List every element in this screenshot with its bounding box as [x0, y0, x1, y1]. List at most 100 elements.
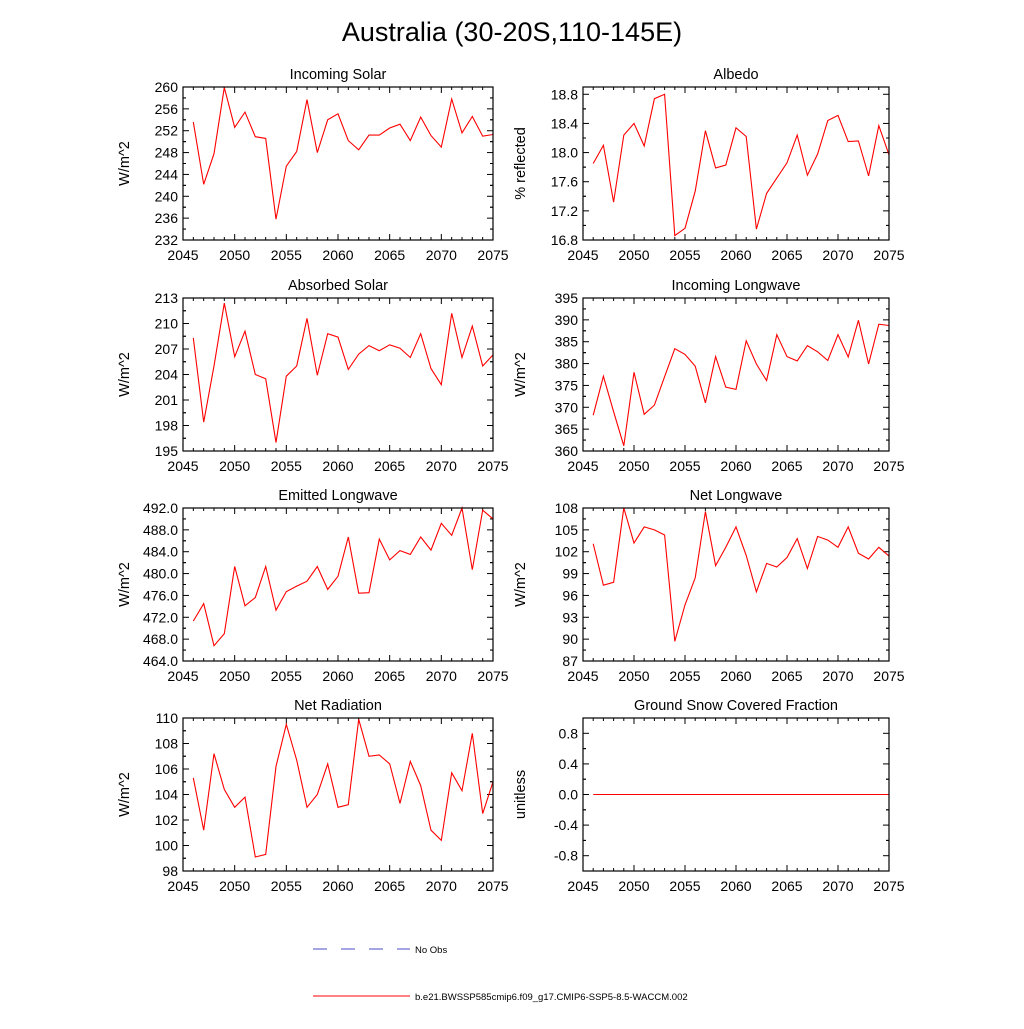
- x-tick-label: 2045: [567, 247, 598, 263]
- plot-frame: [582, 507, 890, 662]
- y-tick-label: 87: [562, 653, 578, 669]
- y-tick-label: 106: [155, 761, 179, 777]
- x-tick-label: 2075: [873, 668, 904, 684]
- y-axis-label: W/m^2: [513, 352, 529, 397]
- panel-3: Absorbed Solar W/m^2 2045 2050 2055 2060 2065 2…: [117, 278, 509, 474]
- y-tick-label: 16.8: [551, 232, 578, 248]
- y-tick-label: 0.4: [559, 756, 579, 772]
- y-tick-label: 375: [555, 377, 579, 393]
- y-tick-label: 365: [555, 421, 579, 437]
- series-line: [592, 320, 890, 446]
- x-tick-label: 2045: [167, 878, 198, 894]
- panel-7: Net Radiation W/m^2 2045 2050 2055 2060 2065 20…: [117, 698, 509, 894]
- x-tick-label: 2065: [771, 668, 802, 684]
- y-tick-label: 240: [155, 188, 179, 204]
- y-tick-label: 99: [562, 566, 578, 582]
- x-tick-label: 2050: [219, 878, 250, 894]
- y-tick-label: 210: [155, 316, 179, 332]
- x-tick-label: 2055: [271, 878, 302, 894]
- y-tick-label: 201: [155, 392, 179, 408]
- plot-frame: [182, 297, 494, 452]
- y-tick-label: 480.0: [143, 566, 178, 582]
- y-tick-label: 464.0: [143, 653, 178, 669]
- x-tick-label: 2070: [426, 458, 457, 474]
- y-tick-label: -0.4: [554, 817, 578, 833]
- x-tick-label: 2045: [167, 247, 198, 263]
- x-tick-label: 2075: [477, 668, 508, 684]
- y-tick-label: 360: [555, 443, 579, 459]
- y-tick-label: 468.0: [143, 631, 178, 647]
- y-tick-label: 248: [155, 145, 179, 161]
- y-tick-label: 236: [155, 210, 179, 226]
- panel-2: Albedo % reflected 2045 2050 2055 2060 2065 207…: [513, 67, 905, 263]
- x-tick-label: 2055: [271, 458, 302, 474]
- y-tick-label: 102: [155, 812, 179, 828]
- x-tick-label: 2075: [477, 247, 508, 263]
- x-tick-label: 2070: [822, 458, 853, 474]
- y-tick-label: 390: [555, 312, 579, 328]
- y-tick-label: 204: [155, 367, 179, 383]
- panel-title: Incoming Solar: [290, 67, 387, 83]
- x-tick-label: 2045: [167, 458, 198, 474]
- y-tick-label: 18.4: [551, 115, 578, 131]
- y-tick-label: 232: [155, 232, 179, 248]
- legend-obs-label: No Obs: [415, 945, 447, 956]
- series-line: [192, 505, 494, 647]
- legend: No Obs b.e21.BWSSP585cmip6.f09_g17.CMIP6…: [313, 945, 688, 1003]
- y-tick-label: 260: [155, 79, 179, 95]
- x-tick-label: 2050: [219, 458, 250, 474]
- x-tick-label: 2075: [477, 458, 508, 474]
- x-tick-label: 2060: [720, 878, 751, 894]
- x-tick-label: 2050: [618, 668, 649, 684]
- y-tick-label: 110: [156, 710, 179, 726]
- panel-8: Ground Snow Covered Fraction unitless 2045…: [513, 698, 905, 894]
- y-tick-label: 380: [555, 356, 579, 372]
- series-line: [192, 87, 494, 220]
- x-tick-label: 2065: [374, 247, 405, 263]
- y-axis-label: W/m^2: [117, 772, 133, 817]
- y-tick-label: 252: [155, 123, 179, 139]
- x-tick-label: 2065: [771, 878, 802, 894]
- y-axis-label: W/m^2: [117, 352, 133, 397]
- x-tick-label: 2075: [873, 878, 904, 894]
- x-tick-label: 2065: [771, 458, 802, 474]
- x-tick-label: 2070: [822, 668, 853, 684]
- x-tick-label: 2055: [669, 247, 700, 263]
- panel-title: Incoming Longwave: [672, 278, 801, 294]
- x-tick-label: 2050: [618, 458, 649, 474]
- y-tick-label: 492.0: [143, 500, 178, 516]
- y-tick-label: 198: [155, 418, 179, 434]
- y-tick-label: 472.0: [143, 609, 178, 625]
- y-axis-label: W/m^2: [513, 562, 529, 607]
- x-tick-label: 2075: [477, 878, 508, 894]
- x-tick-label: 2075: [873, 247, 904, 263]
- panel-6: Net Longwave W/m^2 2045 2050 2055 2060 2065 207…: [513, 488, 905, 684]
- y-tick-label: 90: [562, 631, 578, 647]
- x-tick-label: 2065: [374, 458, 405, 474]
- y-tick-label: 207: [155, 341, 179, 357]
- x-tick-label: 2070: [426, 247, 457, 263]
- panel-title: Net Radiation: [294, 698, 382, 714]
- panel-title: Emitted Longwave: [278, 488, 397, 504]
- y-tick-label: 104: [155, 787, 179, 803]
- y-axis-label: W/m^2: [117, 141, 133, 186]
- x-tick-label: 2070: [426, 878, 457, 894]
- plot-frame: [182, 86, 494, 241]
- panel-title: Albedo: [713, 67, 758, 83]
- plot-frame: [182, 717, 494, 872]
- y-tick-label: 17.2: [551, 203, 578, 219]
- y-tick-label: 100: [155, 838, 179, 854]
- y-tick-label: 256: [155, 101, 179, 117]
- panel-1: Incoming Solar W/m^2 2045 2050 2055 2060 2065 2…: [117, 67, 509, 263]
- y-tick-label: 93: [562, 609, 578, 625]
- x-tick-label: 2060: [322, 458, 353, 474]
- y-tick-label: 488.0: [143, 522, 178, 538]
- y-tick-label: 476.0: [143, 587, 178, 603]
- plot-frame: [582, 717, 890, 872]
- panel-4: Incoming Longwave W/m^2 2045 2050 2055 2060 20…: [513, 278, 905, 474]
- y-tick-label: 102: [555, 544, 579, 560]
- legend-model-label: b.e21.BWSSP585cmip6.f09_g17.CMIP6-SSP5-8…: [415, 992, 688, 1003]
- x-tick-label: 2075: [873, 458, 904, 474]
- x-tick-label: 2060: [322, 878, 353, 894]
